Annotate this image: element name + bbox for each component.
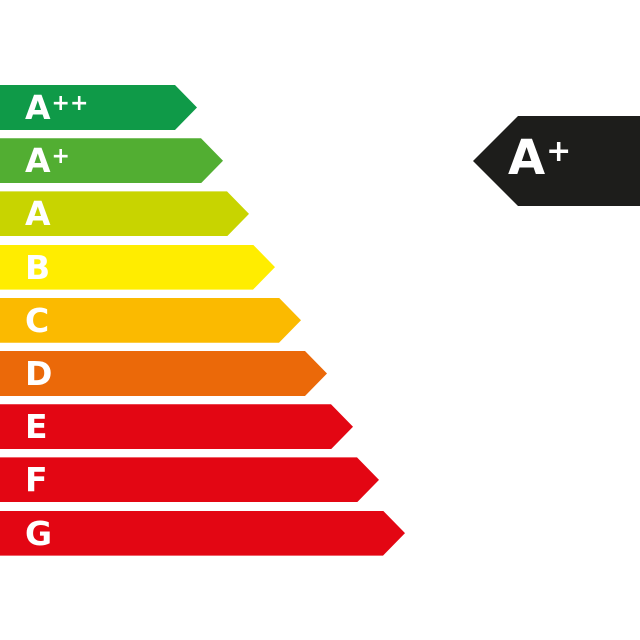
bar-class: C bbox=[25, 300, 50, 340]
energy-bar-c: C bbox=[0, 298, 301, 343]
bar-label: G bbox=[25, 514, 53, 554]
rating-class: A bbox=[508, 130, 546, 186]
bar-label: A++ bbox=[25, 88, 88, 128]
energy-bar-aplusplus: A++ bbox=[0, 85, 197, 130]
bar-class: A bbox=[25, 194, 51, 234]
bar-class: A bbox=[25, 88, 51, 127]
bar-label: D bbox=[25, 354, 53, 394]
bar-label: A bbox=[25, 194, 52, 234]
bar-class: D bbox=[25, 354, 53, 393]
bar-label: F bbox=[25, 460, 49, 500]
rating-sup: + bbox=[546, 134, 572, 169]
energy-bar-a: A bbox=[0, 191, 249, 236]
bar-label: A+ bbox=[25, 141, 70, 181]
bar-label: B bbox=[25, 248, 51, 288]
bar-class: E bbox=[25, 407, 48, 447]
bar-class: A bbox=[25, 141, 51, 181]
bar-class: G bbox=[25, 513, 53, 553]
energy-bar-d: D bbox=[0, 351, 327, 396]
bar-sup: ++ bbox=[51, 91, 89, 116]
bar-sup: + bbox=[51, 144, 70, 170]
energy-bar-g: G bbox=[0, 511, 405, 556]
energy-bar-aplus: A+ bbox=[0, 138, 223, 183]
bar-class: F bbox=[25, 460, 48, 500]
energy-bar-e: E bbox=[0, 404, 353, 449]
rating-indicator-arrow: A+ bbox=[473, 116, 640, 206]
energy-bar-b: B bbox=[0, 245, 275, 290]
energy-bar-f: F bbox=[0, 457, 379, 502]
bar-label: E bbox=[25, 407, 49, 447]
bar-label: C bbox=[25, 301, 50, 341]
bar-class: B bbox=[25, 247, 51, 287]
rating-label: A+ bbox=[508, 130, 571, 186]
